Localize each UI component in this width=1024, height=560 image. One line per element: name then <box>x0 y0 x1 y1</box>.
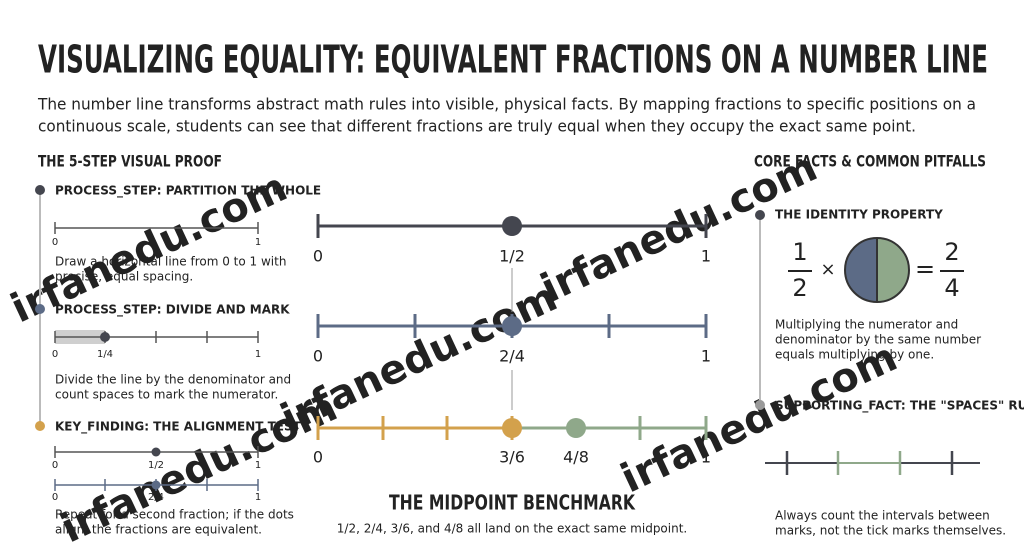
dot <box>35 421 45 431</box>
equation-part: = <box>915 255 935 283</box>
fact-text: marks, not the tick marks themselves. <box>775 524 1006 538</box>
intro: continuous scale, students can see that … <box>38 117 916 136</box>
number-label: 1 <box>701 448 711 467</box>
number-label: 2/4 <box>499 347 525 366</box>
equation-part: 4 <box>944 274 959 302</box>
dot <box>755 210 765 220</box>
tick-label: 1 <box>255 492 261 503</box>
number-label: 0 <box>313 347 323 366</box>
number-label: 3/6 <box>499 448 525 467</box>
equation-part: × <box>820 259 835 280</box>
dot <box>502 418 522 438</box>
equation-part: 1 <box>792 238 807 266</box>
half-circle <box>845 238 877 302</box>
title: VISUALIZING EQUALITY: EQUIVALENT FRACTIO… <box>38 38 988 82</box>
tick-label: 0 <box>52 492 58 503</box>
dot <box>151 480 161 490</box>
benchmark-title: THE MIDPOINT BENCHMARK <box>389 491 636 515</box>
step-label: PROCESS_STEP: PARTITION THE WHOLE <box>55 184 321 199</box>
number-label: 0 <box>313 448 323 467</box>
tick-label: 1/4 <box>97 349 113 360</box>
dot <box>566 418 586 438</box>
dot <box>502 316 522 336</box>
fact-text: denominator by the same number <box>775 333 981 347</box>
tick-label: 0 <box>52 460 58 471</box>
fact-text: Always count the intervals between <box>775 509 990 523</box>
fact-text: Multiplying the numerator and <box>775 318 958 332</box>
section-heading: THE 5-STEP VISUAL PROOF <box>38 152 222 171</box>
fact-label: THE IDENTITY PROPERTY <box>775 208 943 222</box>
half-circle <box>877 238 909 302</box>
equation-part: 2 <box>792 274 807 302</box>
number-label: 4/8 <box>563 448 589 467</box>
tick-label: 1 <box>255 349 261 360</box>
step-text: align, the fractions are equivalent. <box>55 523 262 537</box>
dot <box>35 185 45 195</box>
fact-label: SUPPORTING_FACT: THE "SPACES" RULE <box>775 399 1024 414</box>
step-text: Divide the line by the denominator and <box>55 373 291 387</box>
number-label: 1 <box>701 347 711 366</box>
section-heading: CORE FACTS & COMMON PITFALLS <box>754 152 986 171</box>
tick-label: 0 <box>52 237 58 248</box>
step-text: precise, equal spacing. <box>55 270 193 284</box>
step-text: Repeat for a second fraction; if the dot… <box>55 508 294 522</box>
step-text: Draw a horizontal line from 0 to 1 with <box>55 255 286 269</box>
dot <box>100 332 110 342</box>
number-label: 0 <box>313 247 323 266</box>
intro: The number line transforms abstract math… <box>37 95 976 114</box>
dot <box>35 304 45 314</box>
benchmark-text: 1/2, 2/4, 3/6, and 4/8 all land on the e… <box>337 522 687 536</box>
equation-part: 2 <box>944 238 959 266</box>
tick-label: 2/4 <box>148 492 164 503</box>
step-text: count spaces to mark the numerator. <box>55 388 278 402</box>
number-label: 1 <box>701 247 711 266</box>
step-label: KEY_FINDING: THE ALIGNMENT TEST <box>55 420 302 435</box>
tick-label: 1/2 <box>148 460 164 471</box>
step-label: PROCESS_STEP: DIVIDE AND MARK <box>55 303 290 318</box>
tick-label: 1 <box>255 237 261 248</box>
number-label: 1/2 <box>499 247 525 266</box>
dot <box>502 216 522 236</box>
dot <box>151 447 161 457</box>
dot <box>755 400 765 410</box>
fact-text: equals multiplying by one. <box>775 348 934 362</box>
tick-label: 1 <box>255 460 261 471</box>
tick-label: 0 <box>52 349 58 360</box>
